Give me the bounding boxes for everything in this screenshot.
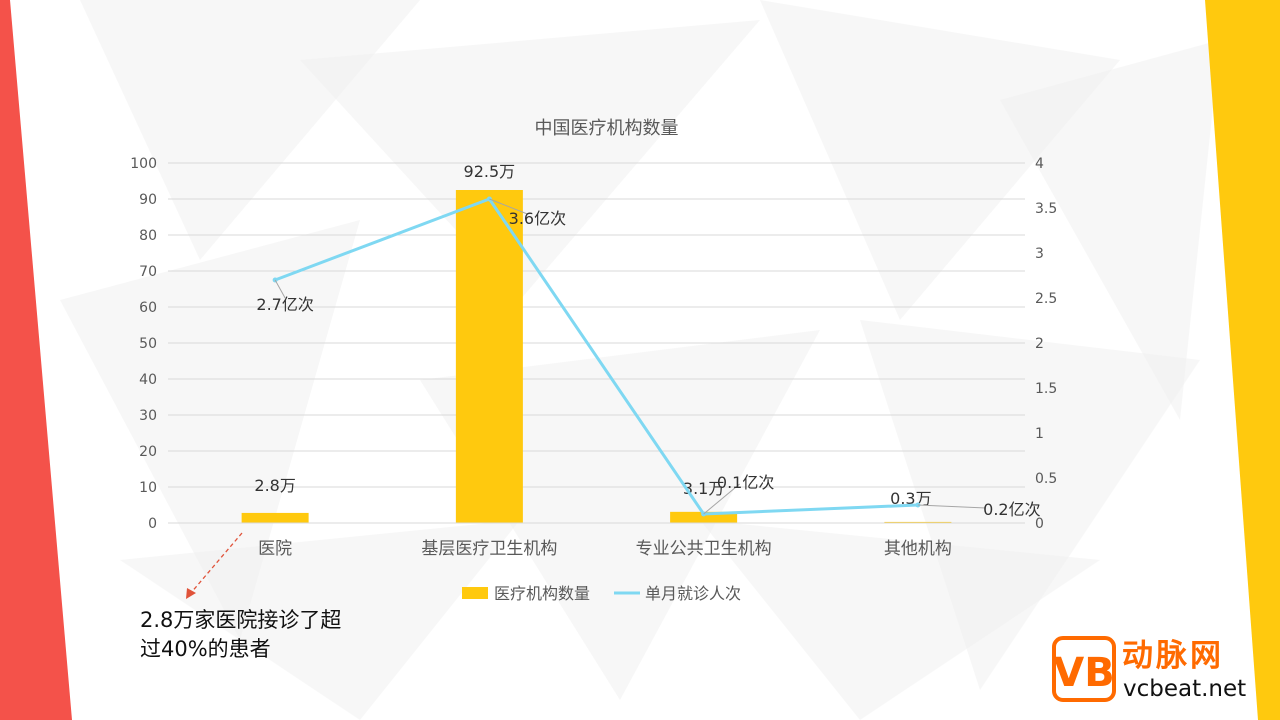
y-right-tick-label: 3 [1035, 246, 1044, 262]
y-left-tick-label: 100 [130, 156, 157, 172]
bar-data-label: 3.1万 [683, 479, 724, 498]
bg-triangle-8 [700, 520, 1100, 720]
x-tick-label: 医院 [258, 539, 292, 559]
leader-line [917, 504, 986, 509]
vb-logo-icon: VB [1052, 636, 1116, 702]
annotation-text: 2.8万家医院接诊了超 过40%的患者 [140, 606, 380, 664]
y-left-tick-label: 20 [139, 444, 157, 460]
left-red-stripe [0, 0, 72, 720]
logo-name: 动脉网 [1122, 638, 1224, 674]
legend-bar-swatch [462, 587, 488, 599]
chart-title: 中国医疗机构数量 [535, 118, 679, 139]
y-left-tick-label: 30 [139, 408, 157, 424]
line-data-label: 0.2亿次 [983, 500, 1040, 519]
y-left-tick-label: 10 [139, 480, 157, 496]
line-data-label: 3.6亿次 [509, 209, 566, 228]
y-left-tick-label: 90 [139, 192, 157, 208]
x-tick-label: 基层医疗卫生机构 [421, 539, 557, 559]
bar-data-label: 92.5万 [464, 162, 516, 181]
y-left-tick-label: 40 [139, 372, 157, 388]
annotation-line-2: 过40%的患者 [140, 637, 271, 661]
bar-基层医疗卫生机构 [455, 190, 523, 523]
bg-triangle-4 [60, 220, 360, 640]
bg-triangle-3 [1000, 40, 1220, 420]
leader-line [703, 483, 740, 515]
y-right-tick-label: 1 [1035, 426, 1044, 442]
y-left-tick-label: 60 [139, 300, 157, 316]
y-right-tick-label: 2 [1035, 336, 1044, 352]
bg-triangle-2 [760, 0, 1120, 320]
legend-line-label: 单月就诊人次 [645, 584, 741, 603]
y-left-tick-label: 80 [139, 228, 157, 244]
bar-data-label: 2.8万 [254, 476, 295, 495]
line-data-label: 2.7亿次 [256, 295, 313, 314]
logo-mark: VB [1053, 650, 1114, 696]
y-right-tick-label: 2.5 [1035, 291, 1057, 307]
bar-data-label: 0.3万 [890, 489, 931, 508]
y-right-tick-label: 4 [1035, 156, 1044, 172]
annotation-arrow-line [189, 532, 243, 595]
right-yellow-stripe [1205, 0, 1280, 720]
logo-url: vcbeat.net [1123, 676, 1247, 702]
annotation-arrow-head [186, 588, 196, 599]
bar-医院 [241, 512, 309, 523]
y-right-tick-label: 0.5 [1035, 471, 1057, 487]
line-data-label: 0.1亿次 [717, 473, 774, 492]
bg-triangle-6 [860, 320, 1200, 690]
y-left-tick-label: 70 [139, 264, 157, 280]
annotation-line-1: 2.8万家医院接诊了超 [140, 608, 342, 632]
bg-triangle-1 [300, 20, 760, 300]
bg-triangle-7 [120, 520, 520, 720]
leader-line [274, 279, 286, 299]
line-series [274, 197, 918, 516]
legend-bar-label: 医疗机构数量 [494, 584, 590, 603]
y-right-tick-label: 3.5 [1035, 201, 1057, 217]
y-left-tick-label: 50 [139, 336, 157, 352]
leader-line [489, 198, 528, 215]
bar-专业公共卫生机构 [670, 511, 738, 523]
y-left-tick-label: 0 [148, 516, 157, 532]
plot-area: 中国医疗机构数量 0 10 20 30 40 50 60 70 80 90 100 0 0.5 1 1.5 2 2… [130, 118, 1057, 603]
y-right-tick-label: 0 [1035, 516, 1044, 532]
x-tick-label: 其他机构 [884, 539, 952, 559]
bar-其他机构 [884, 521, 952, 523]
x-tick-label: 专业公共卫生机构 [636, 539, 772, 559]
y-right-tick-label: 1.5 [1035, 381, 1057, 397]
